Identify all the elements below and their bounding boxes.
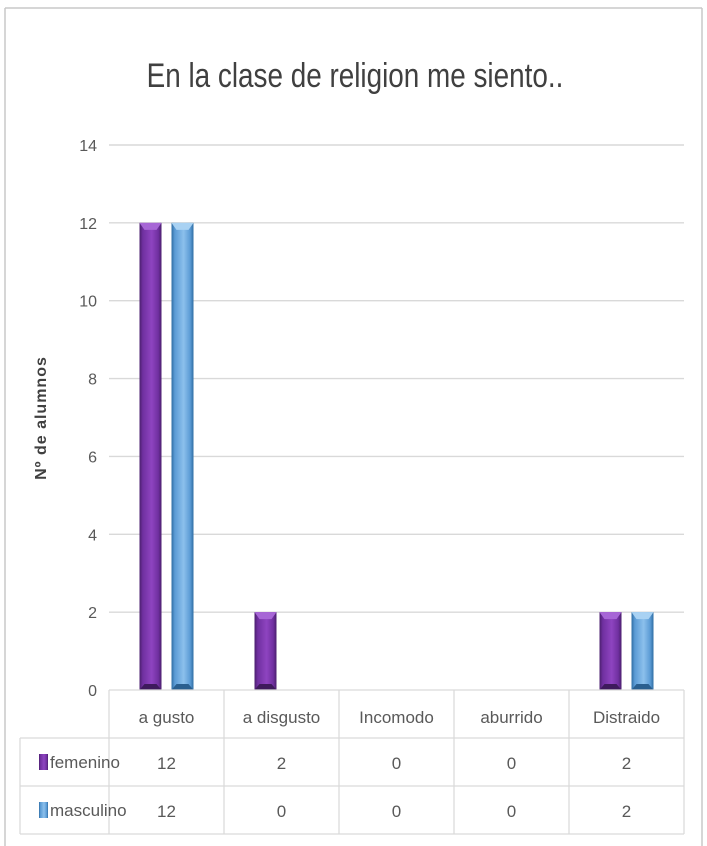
data-label: 0 xyxy=(392,754,401,773)
x-category-label: a disgusto xyxy=(243,708,321,727)
data-label: 0 xyxy=(507,754,516,773)
data-label: 12 xyxy=(157,802,176,821)
bar-masculino-Distraido xyxy=(631,612,654,690)
x-category-label: aburrido xyxy=(480,708,542,727)
gridlines xyxy=(109,144,684,613)
legend-key-masculino xyxy=(39,802,48,818)
data-label: 0 xyxy=(392,802,401,821)
y-tick-label: 10 xyxy=(79,294,97,311)
legend-label: femenino xyxy=(50,753,120,772)
bar-top-bevel xyxy=(254,612,277,620)
bar-top-bevel xyxy=(171,222,194,230)
y-tick-label: 12 xyxy=(79,216,97,233)
data-label: 0 xyxy=(507,802,516,821)
chart-title: En la clase de religion me siento.. xyxy=(147,56,564,94)
bars xyxy=(139,222,654,690)
bar-bottom-bevel xyxy=(631,684,654,690)
bar-bottom-bevel xyxy=(139,684,162,690)
data-label: 2 xyxy=(622,802,631,821)
x-category-label: Incomodo xyxy=(359,708,434,727)
data-label: 2 xyxy=(622,754,631,773)
y-tick-label: 8 xyxy=(88,372,97,389)
data-table: a gusto a disgusto Incomodo aburrido Distrai… xyxy=(19,689,685,835)
bar-femenino-a-disgusto xyxy=(254,612,277,690)
y-axis-label: Nº de alumnos xyxy=(33,356,50,480)
bar-masculino-a-gusto xyxy=(171,222,194,690)
bar-body xyxy=(139,222,162,690)
data-label: 12 xyxy=(157,754,176,773)
y-tick-label: 6 xyxy=(88,449,97,466)
y-tick-label: 2 xyxy=(88,605,97,622)
bar-bottom-bevel xyxy=(599,684,622,690)
bar-top-bevel xyxy=(599,612,622,620)
bar-femenino-a-gusto xyxy=(139,222,162,690)
y-tick-label: 4 xyxy=(88,527,97,544)
x-category-label: Distraido xyxy=(593,708,660,727)
y-tick-label: 14 xyxy=(79,138,97,155)
bar-femenino-Distraido xyxy=(599,612,622,690)
bar-bottom-bevel xyxy=(171,684,194,690)
data-label: 2 xyxy=(277,754,286,773)
bar-body xyxy=(631,612,654,690)
bar-body xyxy=(254,612,277,690)
x-category-label: a gusto xyxy=(139,708,195,727)
data-label: 0 xyxy=(277,802,286,821)
bar-top-bevel xyxy=(631,612,654,620)
legend-key-femenino xyxy=(39,754,48,770)
bar-body xyxy=(599,612,622,690)
y-tick-label: 0 xyxy=(88,683,97,700)
bar-top-bevel xyxy=(139,222,162,230)
bar-bottom-bevel xyxy=(254,684,277,690)
y-axis-ticks: 0 2 4 6 8 10 12 14 xyxy=(79,138,97,700)
bar-body xyxy=(171,222,194,690)
legend-label: masculino xyxy=(50,801,127,820)
